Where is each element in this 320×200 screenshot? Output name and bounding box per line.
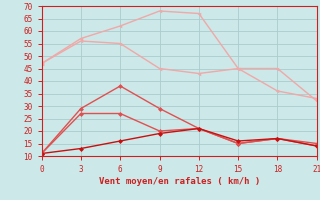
X-axis label: Vent moyen/en rafales ( km/h ): Vent moyen/en rafales ( km/h ) — [99, 177, 260, 186]
